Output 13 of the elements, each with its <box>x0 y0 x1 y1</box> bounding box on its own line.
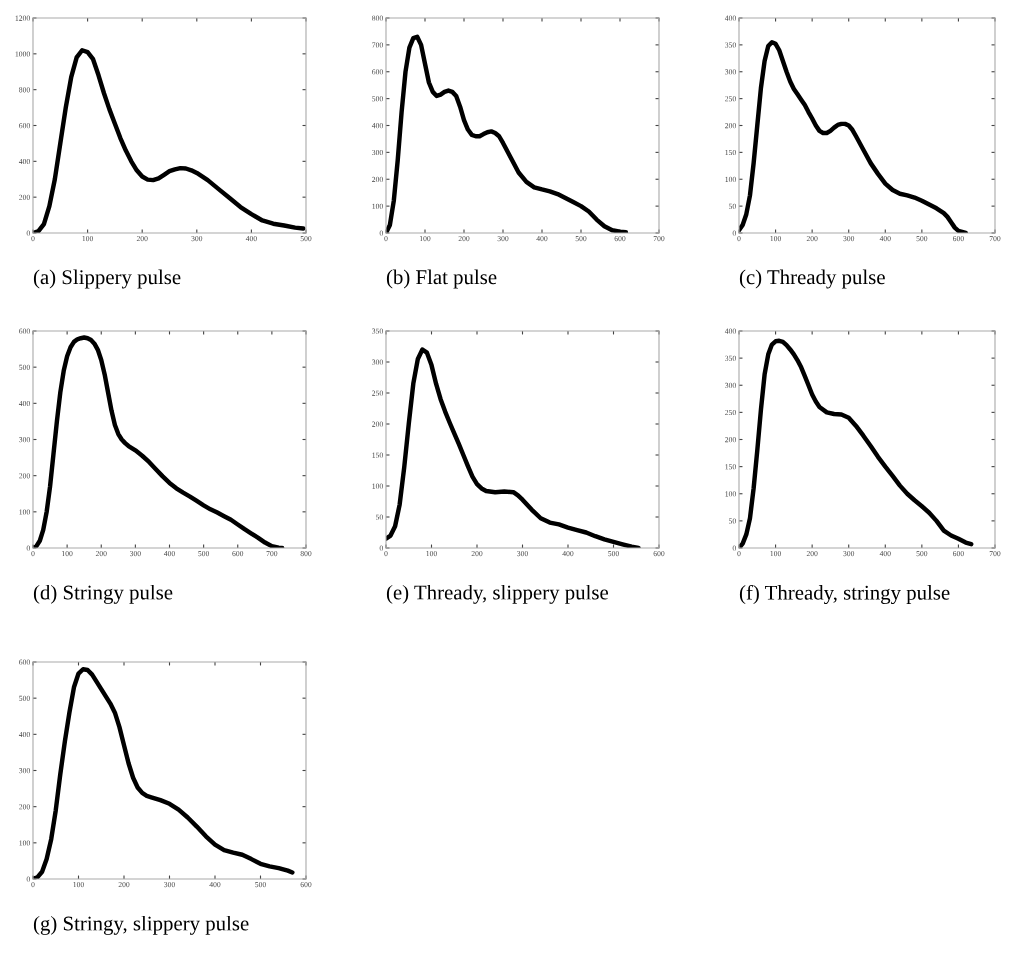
text: (g) Stringy, slippery pulse <box>33 915 249 935</box>
text: (e) Thready, slippery pulse <box>386 584 609 604</box>
line-series <box>33 667 295 879</box>
text: (f) Thready, stringy pulse <box>739 584 950 605</box>
line-series <box>33 335 285 548</box>
text: (a) Slippery pulse <box>33 269 181 289</box>
line-series <box>739 39 968 233</box>
line-series <box>386 34 629 233</box>
text: (c) Thready pulse <box>739 269 885 289</box>
line-series <box>739 338 974 548</box>
text: (d) Stringy pulse <box>33 584 173 604</box>
line-series <box>386 347 641 548</box>
text: (b) Flat pulse <box>386 269 497 289</box>
